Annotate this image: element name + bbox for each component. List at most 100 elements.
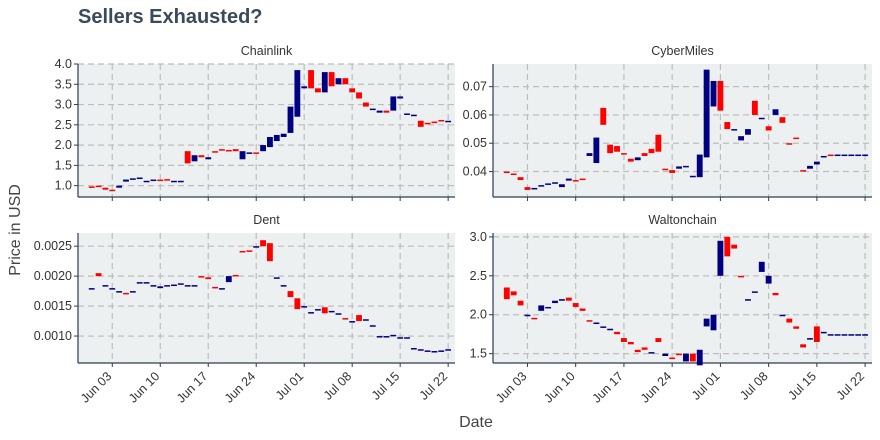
candle [321, 307, 328, 314]
x-tick-label: Jun 03 [493, 369, 529, 405]
candle [191, 155, 198, 162]
candle [648, 352, 655, 354]
candle [703, 318, 710, 327]
candle [342, 318, 349, 320]
candle [253, 246, 260, 248]
candle [662, 168, 669, 171]
candle [301, 306, 308, 308]
candle [356, 92, 362, 99]
x-tick-label: Jun 10 [541, 369, 577, 405]
y-tick-label: 0.0025 [34, 239, 72, 253]
candle [362, 102, 369, 107]
candle [676, 166, 682, 169]
candle [717, 240, 724, 276]
candle [834, 334, 841, 336]
candle [417, 120, 424, 127]
candle [397, 337, 404, 339]
x-tick-label: Jul 22 [834, 369, 868, 403]
candle [669, 357, 676, 360]
candle [607, 144, 614, 154]
panel-waltonchain: Waltonchain 1.5 2.0 2.5 3.0 Jun 03 Jun 10 Jun 1… [470, 213, 872, 406]
candle [219, 288, 225, 290]
candle [205, 157, 212, 160]
candle [593, 322, 600, 325]
candle [517, 300, 524, 306]
y-axis-label: Price in USD [7, 184, 24, 276]
candle [225, 149, 232, 152]
candle [620, 338, 627, 342]
candle [689, 175, 696, 178]
panel-background [78, 64, 455, 197]
candle [273, 134, 280, 142]
candle [600, 326, 607, 328]
panel-background [493, 233, 872, 363]
candle [404, 337, 410, 339]
candle [545, 306, 552, 309]
candle [841, 334, 848, 336]
candle [848, 154, 855, 157]
candle [827, 334, 834, 336]
x-tick-label: Jul 15 [786, 369, 820, 403]
candle [807, 338, 813, 340]
candle [184, 151, 191, 164]
candle [143, 180, 150, 183]
candle [219, 149, 225, 151]
candle [786, 318, 793, 323]
chart-title: Sellers Exhausted? [78, 6, 263, 28]
candle [362, 319, 369, 321]
candle [431, 351, 438, 353]
y-tick-label: 2.5 [55, 118, 72, 132]
y-tick-label: 0.0015 [34, 299, 72, 313]
candle [503, 287, 510, 300]
candle [862, 334, 869, 336]
candle [765, 126, 772, 131]
candle [634, 157, 641, 161]
candle [225, 276, 232, 283]
candle [232, 149, 239, 152]
candle [662, 353, 669, 356]
candle [655, 338, 662, 342]
candle [129, 291, 136, 293]
candle [253, 152, 260, 154]
candle [731, 244, 738, 249]
candle [123, 179, 129, 182]
candle [177, 283, 184, 285]
candle [424, 350, 431, 352]
candle [410, 114, 417, 117]
y-tick-label: 2.5 [470, 269, 487, 283]
candle [150, 179, 157, 182]
y-tick-label: 0.0020 [34, 269, 72, 283]
candle [246, 152, 253, 154]
candle [184, 285, 191, 287]
candle [424, 122, 431, 125]
candle [552, 300, 558, 304]
candle [841, 154, 848, 157]
x-tick-label: Jun 03 [78, 369, 114, 405]
y-tick-label: 0.04 [463, 165, 487, 179]
panel-title-cybermiles: CyberMiles [651, 44, 714, 58]
candle [813, 161, 820, 165]
candle [321, 72, 328, 93]
candle [314, 309, 321, 311]
candle [765, 275, 772, 284]
candle [676, 353, 682, 356]
x-tick-label: Jul 01 [273, 369, 307, 403]
candle [102, 285, 109, 287]
candle [793, 137, 800, 140]
candle [102, 187, 109, 190]
candle [538, 305, 545, 311]
panel-chainlink: Chainlink 1.0 1.5 2.0 2.5 3.0 3.5 4.0 [55, 44, 455, 201]
candle [438, 350, 445, 352]
candle [820, 155, 827, 158]
candle [786, 143, 793, 145]
candle [191, 285, 198, 287]
candle [88, 186, 95, 188]
y-tick-label: 3.5 [55, 77, 72, 91]
candle [308, 312, 314, 314]
x-tick-label: Jun 10 [126, 369, 162, 405]
panels: Chainlink 1.0 1.5 2.0 2.5 3.0 3.5 4.0 CyberMiles… [34, 44, 872, 406]
x-tick-label: Jul 08 [737, 369, 771, 403]
candle [627, 158, 634, 162]
candle [260, 145, 266, 152]
candle [751, 100, 758, 115]
